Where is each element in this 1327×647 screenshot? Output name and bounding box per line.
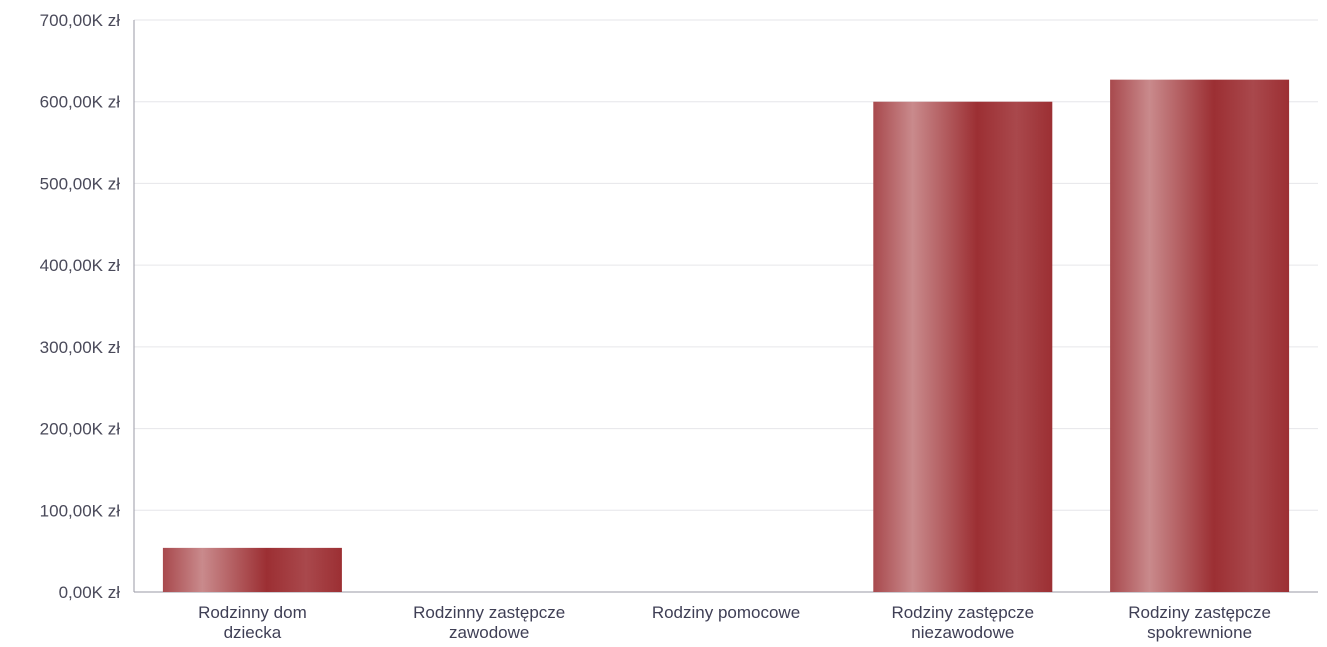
- y-tick-label: 500,00K zł: [40, 174, 121, 193]
- bars: [162, 79, 1290, 592]
- x-category-label: Rodziny zastępcze niezawodowe: [891, 603, 1034, 642]
- x-category-label-line: dziecka: [224, 623, 282, 642]
- y-tick-label: 0,00K zł: [59, 583, 121, 602]
- y-tick-label: 600,00K zł: [40, 93, 121, 112]
- y-tick-label: 200,00K zł: [40, 420, 121, 439]
- x-category-label-line: Rodziny pomocowe: [652, 603, 800, 622]
- x-category-label: Rodziny zastępcze spokrewnione: [1128, 603, 1271, 642]
- bar: [162, 547, 342, 592]
- x-category-label-line: Rodziny zastępcze: [1128, 603, 1271, 622]
- x-category-label: Rodzinny zastępcze zawodowe: [413, 603, 565, 642]
- y-tick-label: 100,00K zł: [40, 501, 121, 520]
- y-tick-label: 300,00K zł: [40, 338, 121, 357]
- x-axis-category-labels: Rodzinny dom dziecka Rodzinny zastępcze zaw…: [198, 603, 1271, 642]
- x-category-label-line: Rodzinny zastępcze: [413, 603, 565, 622]
- x-category-label-line: spokrewnione: [1147, 623, 1252, 642]
- y-axis-tick-labels: 0,00K zł 100,00K zł 200,00K zł 300,00K zł 40…: [40, 11, 121, 602]
- y-tick-label: 400,00K zł: [40, 256, 121, 275]
- bar: [873, 101, 1053, 592]
- x-category-label-line: Rodzinny dom: [198, 603, 307, 622]
- y-tick-label: 700,00K zł: [40, 11, 121, 30]
- x-category-label-line: zawodowe: [449, 623, 529, 642]
- x-category-label: Rodziny pomocowe: [652, 603, 800, 622]
- x-category-label-line: Rodziny zastępcze: [891, 603, 1034, 622]
- bar: [1110, 79, 1290, 592]
- x-category-label-line: niezawodowe: [911, 623, 1014, 642]
- x-category-label: Rodzinny dom dziecka: [198, 603, 307, 642]
- gridlines: [134, 19, 1318, 511]
